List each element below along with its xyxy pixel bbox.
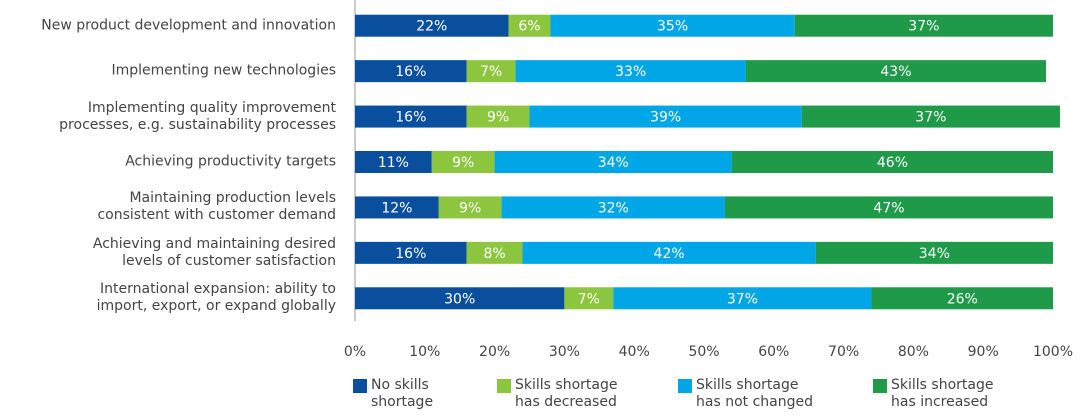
value-label: 39% [650,110,681,126]
bar-segment [466,60,516,83]
bar-segment [355,60,467,83]
value-label: 11% [378,155,409,171]
bar-segment [466,105,530,128]
x-tick-label: 100% [1033,344,1073,360]
value-label: 9% [487,110,509,126]
value-label: 43% [880,64,911,80]
bar-segment [508,14,551,37]
bar-segment [794,14,1053,37]
bar-segment [466,241,523,264]
bar-segment [355,105,467,128]
value-label: 7% [578,291,600,307]
bar-segment [731,151,1053,173]
legend-swatch [873,379,887,393]
category-label: International expansion: ability to impo… [96,281,336,315]
value-label: 7% [480,64,502,80]
value-label: 33% [615,64,646,80]
bar-segment [522,241,816,264]
bar-segment [431,151,495,173]
legend-swatch [678,379,692,393]
x-tick-label: 30% [549,344,580,360]
value-label: 46% [877,155,908,171]
category-label: New product development and innovation [41,17,336,34]
value-label: 16% [395,110,426,126]
category-label: Maintaining production levels consistent… [97,190,336,224]
x-tick-label: 40% [619,344,650,360]
bar-segment [529,105,802,128]
legend-label: No skills shortage [371,377,434,410]
x-tick-label: 90% [968,344,999,360]
value-label: 35% [657,19,688,35]
x-tick-label: 60% [758,344,789,360]
value-label: 12% [381,200,412,216]
bar-segment [724,196,1053,219]
bar-segment [501,196,725,219]
bar-segment [871,287,1053,310]
x-tick-label: 70% [828,344,859,360]
legend-label: Skills shortage has decreased [515,377,618,410]
value-label: 34% [919,246,950,262]
bar-segment [515,60,746,83]
value-label: 30% [444,291,475,307]
bar-segment [564,287,614,310]
bar-segment [355,151,432,173]
bar-segment [355,241,467,264]
value-label: 6% [518,19,540,35]
category-label: Implementing new technologies [111,62,336,79]
legend-swatch [353,379,367,393]
x-tick-label: 80% [898,344,929,360]
bar-segment [355,196,439,219]
bar-segment [355,14,509,37]
value-label: 37% [908,19,939,35]
bar-segment [745,60,1047,83]
bar-segment [494,151,732,173]
legend-label: Skills shortage has increased [891,377,994,410]
value-label: 26% [947,291,978,307]
category-label: Implementing quality improvement process… [59,99,336,133]
value-label: 9% [459,200,481,216]
bar-segment [355,287,565,310]
legend-label: Skills shortage has not changed [696,377,813,410]
category-label: Achieving productivity targets [125,153,336,170]
bar-segment [801,105,1060,128]
x-tick-label: 50% [688,344,719,360]
bar-segment [438,196,502,219]
legend-swatch [497,379,511,393]
x-tick-label: 0% [344,344,366,360]
value-label: 16% [395,64,426,80]
value-label: 34% [598,155,629,171]
value-label: 42% [654,246,685,262]
value-label: 47% [873,200,904,216]
bar-segment [550,14,795,37]
category-label: Achieving and maintaining desired levels… [92,235,336,269]
value-label: 37% [727,291,758,307]
x-tick-label: 10% [409,344,440,360]
value-label: 16% [395,246,426,262]
x-tick-label: 20% [479,344,510,360]
value-label: 37% [915,110,946,126]
bar-segment [613,287,872,310]
value-label: 32% [598,200,629,216]
bar-segment [815,241,1053,264]
value-label: 8% [483,246,505,262]
value-label: 9% [452,155,474,171]
value-label: 22% [416,19,447,35]
